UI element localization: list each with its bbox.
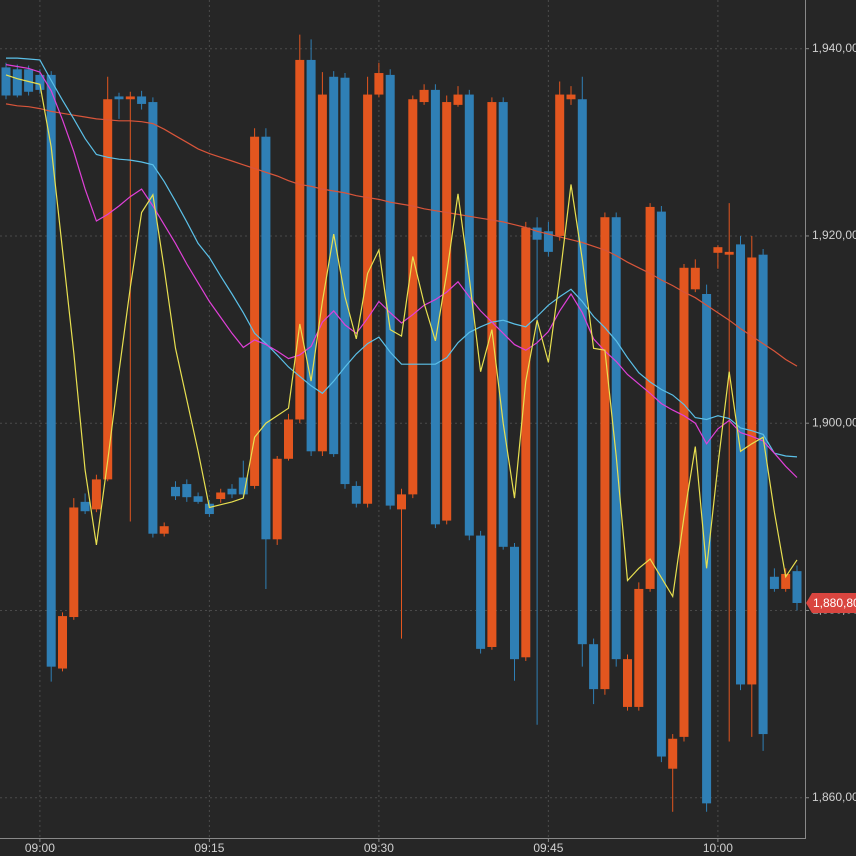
candle-body — [408, 99, 418, 495]
candle-body — [272, 458, 282, 540]
candle-body — [261, 136, 271, 540]
candle-body — [713, 247, 723, 253]
candle-body — [634, 588, 644, 707]
candle-body — [656, 211, 666, 757]
candle-body — [182, 484, 192, 498]
candle-body — [69, 507, 79, 618]
candle-body — [114, 96, 124, 100]
candle-body — [35, 74, 45, 90]
candle-body — [419, 89, 429, 103]
y-tick-label: 1,940,00 — [812, 41, 856, 55]
candle-body — [340, 77, 350, 485]
candle-body — [46, 74, 56, 667]
last-price-tag — [806, 592, 856, 613]
candle-body — [543, 231, 553, 252]
candle-body — [555, 94, 565, 236]
candle-body — [645, 206, 655, 589]
candle-body — [430, 89, 440, 525]
candle-body — [374, 73, 384, 95]
candle-body — [148, 102, 158, 534]
candle-body — [487, 102, 497, 647]
candle-body — [227, 488, 237, 495]
candle-body — [532, 227, 542, 240]
x-tick-label: 09:00 — [25, 841, 55, 855]
candle-body — [24, 69, 34, 92]
candle-body — [476, 535, 486, 649]
candle-body — [679, 267, 689, 737]
candle-body — [781, 573, 791, 589]
x-tick-label: 10:00 — [703, 841, 733, 855]
candle-body — [611, 217, 621, 660]
candle-body — [363, 94, 373, 504]
candle-body — [792, 571, 802, 603]
candle-body — [238, 477, 248, 495]
candle-body — [329, 76, 339, 455]
candle-body — [498, 102, 508, 547]
candle-body — [125, 96, 135, 100]
candle-body — [250, 136, 260, 486]
candle-body — [453, 94, 463, 105]
moving-average-line — [5, 64, 798, 478]
candle-body — [702, 294, 712, 804]
candle-body — [1, 67, 11, 96]
candle-body — [747, 257, 757, 685]
candle-body — [12, 69, 22, 96]
candle-body — [171, 486, 180, 497]
candle-body — [193, 496, 203, 502]
candle-body — [464, 94, 474, 536]
moving-average-line — [5, 74, 798, 599]
last-price-label: 1,880,80 — [813, 596, 856, 610]
y-tick-label: 1,860,00 — [812, 790, 856, 804]
candle-body — [351, 485, 361, 504]
candle-body — [397, 494, 406, 510]
candle-body — [510, 546, 519, 660]
candle-body — [306, 59, 316, 452]
moving-average-line — [6, 57, 798, 458]
candle-body — [668, 738, 678, 769]
candle-body — [442, 102, 452, 521]
candle-body — [577, 99, 587, 645]
candle-body — [758, 254, 768, 735]
candle-body — [521, 227, 531, 658]
candle-body — [566, 94, 576, 100]
x-tick-label: 09:30 — [364, 841, 394, 855]
candle-body — [58, 616, 67, 669]
candle-body — [91, 479, 101, 510]
candle-body — [317, 94, 327, 452]
candle-body — [600, 217, 610, 690]
candle-body — [769, 576, 779, 589]
candle-body — [204, 503, 214, 515]
moving-average-line — [5, 103, 798, 367]
x-tick-label: 09:15 — [194, 841, 224, 855]
candle-body — [137, 96, 147, 104]
candle-body — [159, 526, 169, 534]
candle-body — [80, 501, 90, 512]
x-tick-label: 09:45 — [533, 841, 563, 855]
candle-body — [216, 492, 226, 500]
y-tick-label: 1,900,00 — [812, 415, 856, 429]
candle-body — [295, 59, 305, 420]
candle-body — [736, 244, 745, 685]
candle-body — [284, 419, 293, 459]
candle-body — [724, 251, 734, 255]
candle-body — [623, 659, 632, 707]
candle-body — [385, 74, 395, 506]
candle-body — [103, 99, 113, 480]
y-tick-label: 1,920,00 — [812, 228, 856, 242]
candle-body — [690, 267, 700, 290]
candle-body — [589, 644, 599, 690]
